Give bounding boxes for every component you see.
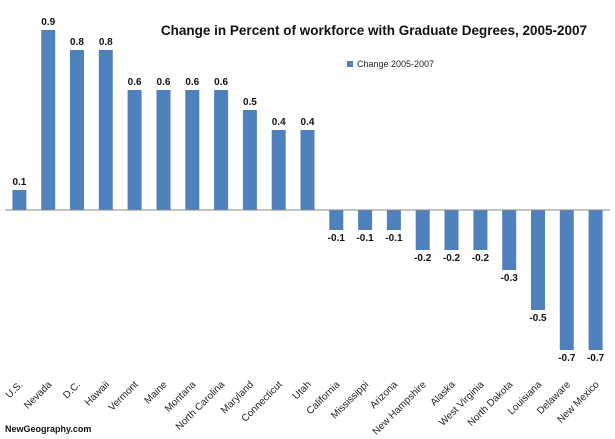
legend-label: Change 2005-2007 bbox=[357, 59, 434, 69]
bar-california bbox=[329, 210, 344, 230]
credit-label: NewGeography.com bbox=[5, 424, 91, 434]
bar-d-c- bbox=[70, 50, 84, 210]
bar-u-s- bbox=[12, 190, 27, 210]
bar-arizona bbox=[386, 210, 401, 230]
bar-north-dakota bbox=[502, 210, 517, 270]
data-label: 0.8 bbox=[99, 37, 113, 48]
bar-hawaii bbox=[98, 50, 113, 210]
data-label: -0.1 bbox=[356, 233, 374, 244]
data-label: -0.1 bbox=[328, 233, 346, 244]
bar-north-carolina bbox=[214, 90, 229, 210]
x-tick-label: Maine bbox=[143, 379, 170, 406]
bar-vermont bbox=[127, 90, 142, 210]
bar-new-hampshire bbox=[415, 210, 430, 250]
bar-utah bbox=[300, 130, 315, 210]
plot-area: 0.1U.S.0.9Nevada0.8D.C.0.8Hawaii0.6Vermo… bbox=[4, 17, 610, 437]
data-label: -0.3 bbox=[501, 273, 519, 284]
data-label: 0.4 bbox=[272, 117, 286, 128]
bar-maine bbox=[156, 90, 171, 210]
legend-swatch bbox=[347, 61, 353, 67]
x-tick-label: D.C. bbox=[61, 379, 83, 401]
legend: Change 2005-2007 bbox=[347, 59, 434, 69]
data-label: 0.6 bbox=[185, 77, 199, 88]
data-label: -0.7 bbox=[587, 353, 605, 364]
bar-delaware bbox=[559, 210, 574, 350]
data-label: -0.1 bbox=[385, 233, 403, 244]
bar-nevada bbox=[41, 30, 56, 210]
data-label: 0.6 bbox=[214, 77, 228, 88]
data-label: -0.2 bbox=[414, 253, 432, 264]
x-tick-label: U.S. bbox=[4, 379, 26, 401]
bar-montana bbox=[185, 90, 200, 210]
bar-connecticut bbox=[271, 130, 286, 210]
x-tick-label: Nevada bbox=[22, 379, 54, 411]
x-tick-label: Vermont bbox=[107, 379, 141, 413]
data-label: 0.4 bbox=[301, 117, 315, 128]
data-label: -0.2 bbox=[443, 253, 461, 264]
data-label: 0.8 bbox=[70, 37, 84, 48]
data-label: 0.5 bbox=[243, 97, 257, 108]
data-label: 0.9 bbox=[41, 17, 55, 28]
data-label: -0.5 bbox=[529, 313, 547, 324]
data-label: 0.6 bbox=[157, 77, 171, 88]
data-label: 0.6 bbox=[128, 77, 142, 88]
x-tick-label: New Hampshire bbox=[371, 379, 429, 437]
data-label: -0.7 bbox=[558, 353, 576, 364]
bar-new-mexico bbox=[588, 210, 603, 350]
bar-maryland bbox=[242, 110, 257, 210]
bar-west-virginia bbox=[473, 210, 488, 250]
bar-mississippi bbox=[358, 210, 373, 230]
data-label: -0.2 bbox=[472, 253, 490, 264]
x-tick-label: Utah bbox=[291, 379, 314, 402]
bar-alaska bbox=[444, 210, 459, 250]
bar-louisiana bbox=[531, 210, 545, 310]
data-label: 0.1 bbox=[12, 177, 26, 188]
chart-title: Change in Percent of workforce with Grad… bbox=[161, 23, 587, 38]
